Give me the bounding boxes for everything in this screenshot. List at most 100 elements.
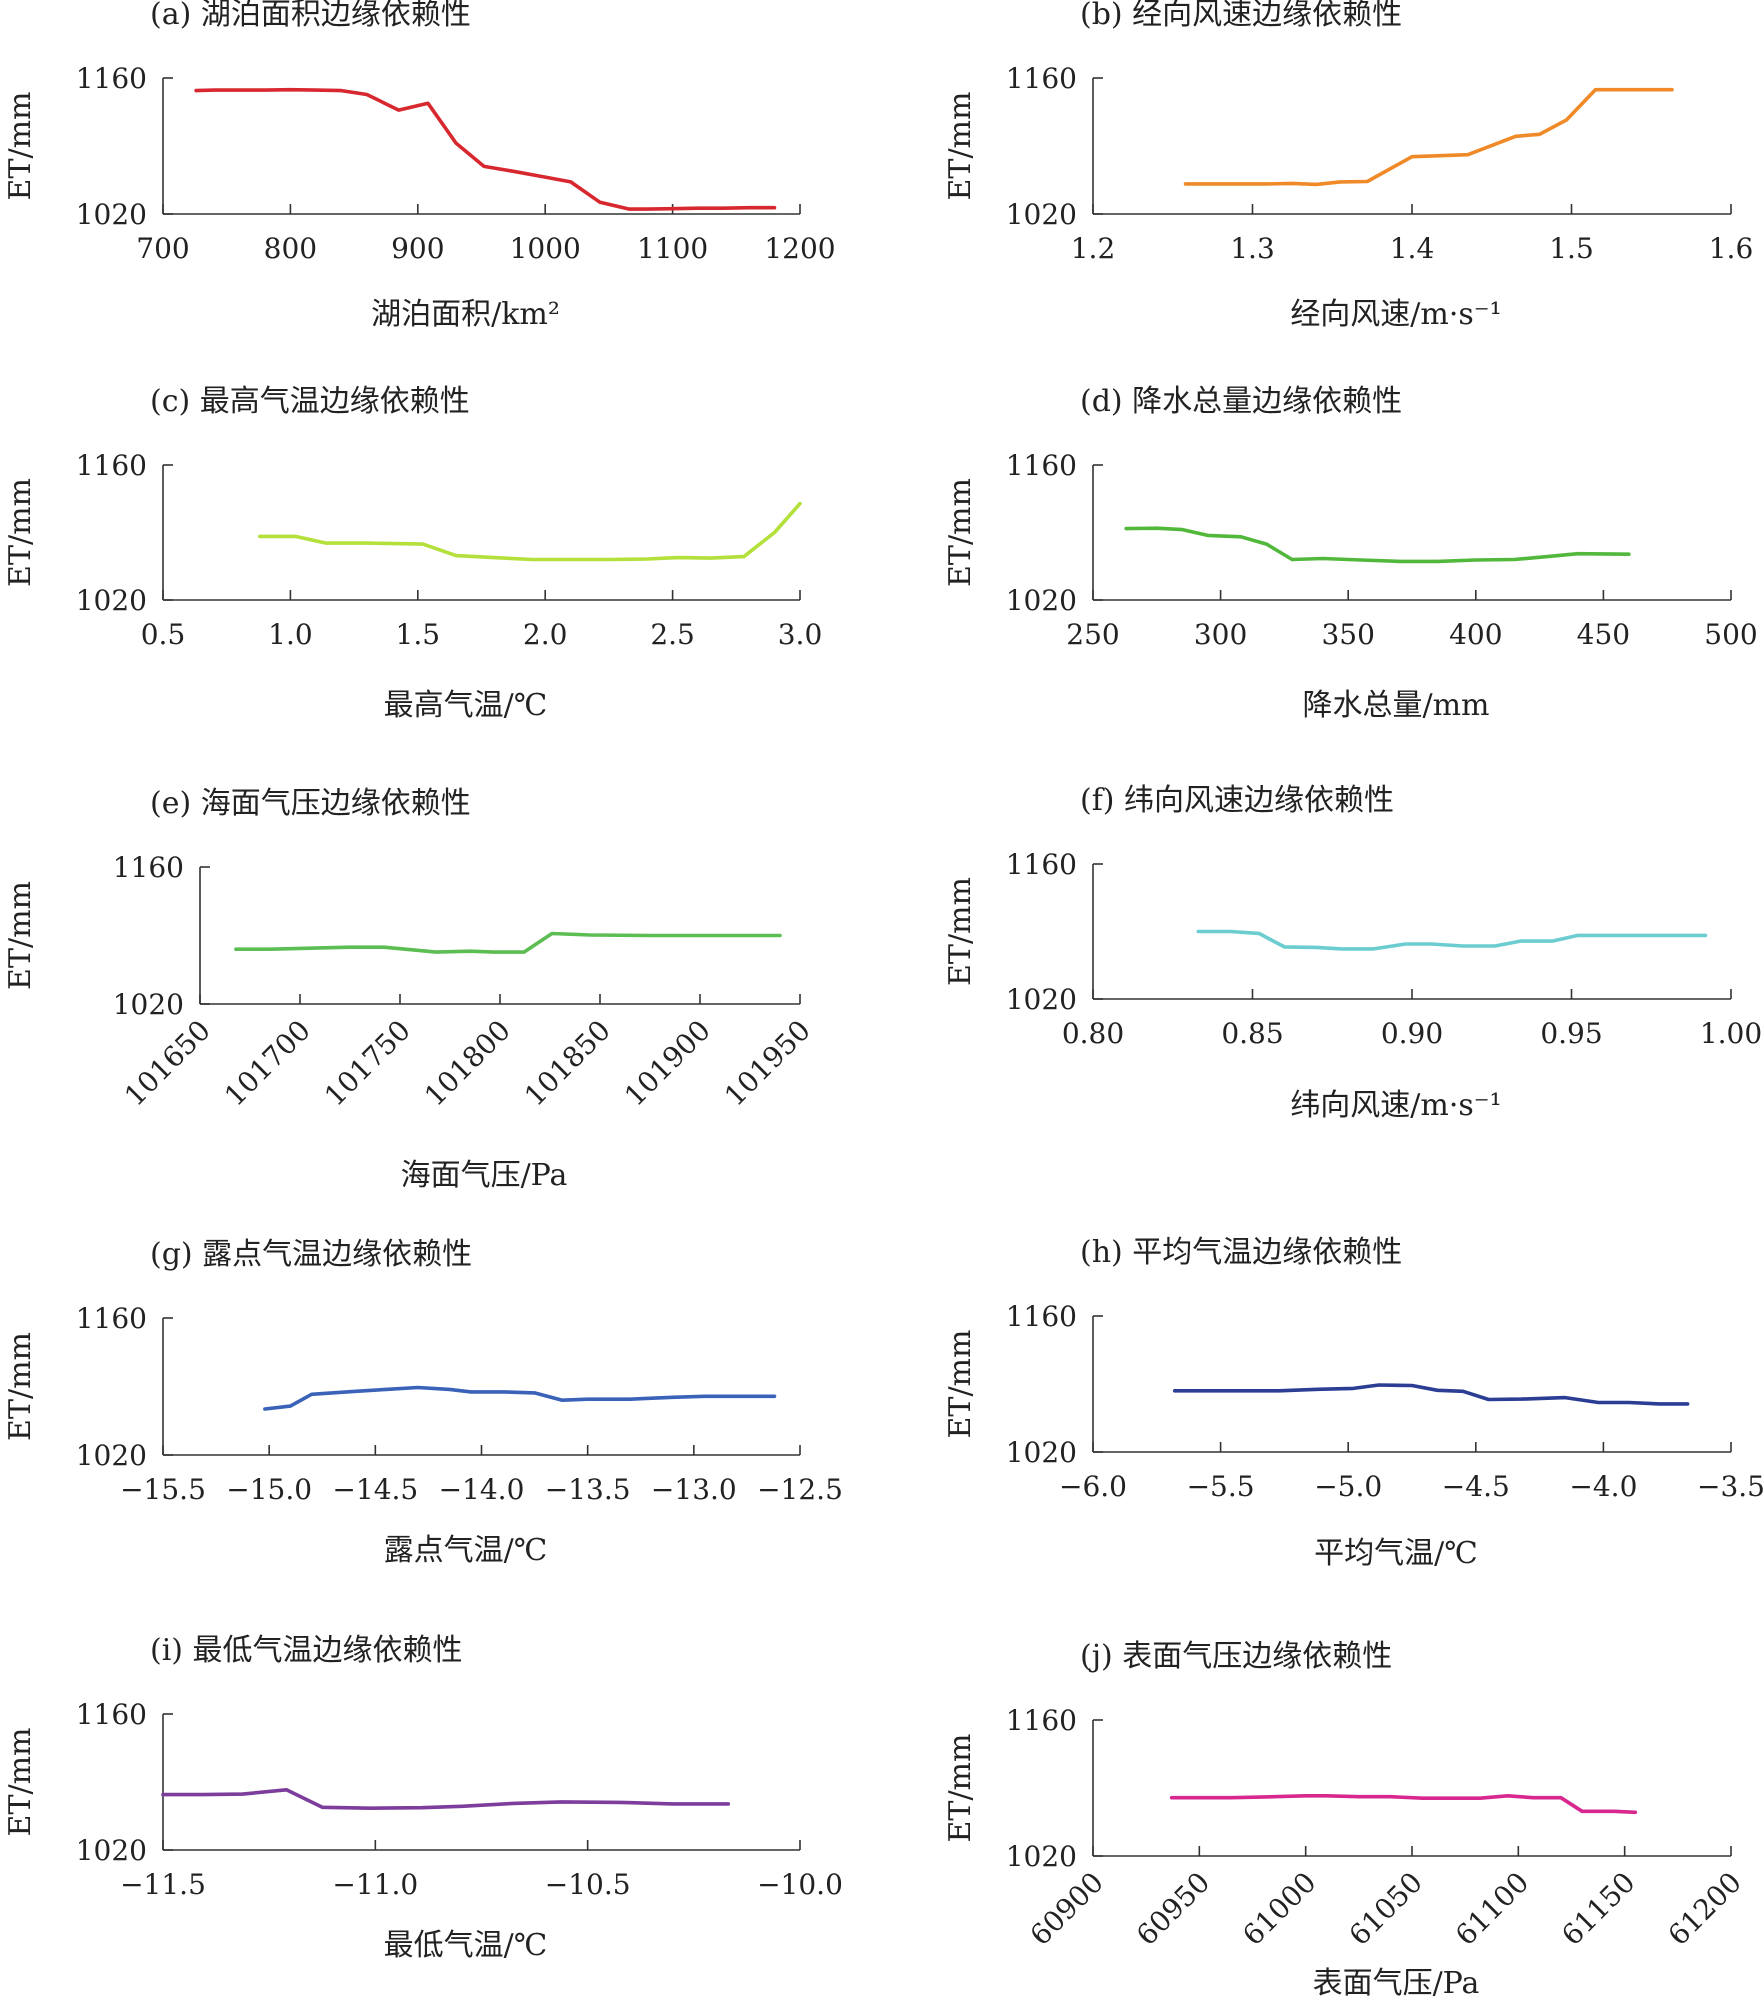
x-tick-label: 0.80 [1062, 1017, 1124, 1050]
panel-title: (c) 最高气温边缘依赖性 [150, 384, 470, 419]
panel-title: (j) 表面气压边缘依赖性 [1080, 1639, 1392, 1674]
series-line-e [234, 931, 782, 954]
panel-title: (b) 经向风速边缘依赖性 [1080, 0, 1402, 32]
panel-title: (e) 海面气压边缘依赖性 [150, 786, 471, 821]
panel-j: (j) 表面气压边缘依赖性 1020 1160 60900 60950 61000 6105… [943, 1639, 1748, 2001]
panel-title: (a) 湖泊面积边缘依赖性 [150, 0, 471, 32]
y-tick-label: 1020 [76, 1834, 147, 1867]
panel-d: (d) 降水总量边缘依赖性 1020 1160 250 300 350 400 450 500 降… [943, 384, 1758, 723]
x-tick-label: 1.3 [1230, 232, 1275, 265]
x-tick-label: 3.0 [778, 618, 823, 651]
panel-title: (h) 平均气温边缘依赖性 [1080, 1235, 1402, 1270]
panel-b: (b) 经向风速边缘依赖性 1020 1160 1.2 1.3 1.4 1.5 1.6 经向风速… [943, 0, 1753, 332]
y-axis-title: ET/mm [943, 92, 978, 201]
panel-c: (c) 最高气温边缘依赖性 1020 1160 0.5 1.0 1.5 2.0 2.5 3.0 最… [3, 384, 822, 723]
y-tick-label: 1020 [1006, 983, 1077, 1016]
series-line-a [194, 87, 777, 211]
x-axis-title: 湖泊面积/km² [371, 297, 560, 332]
x-tick-label: 61000 [1236, 1866, 1322, 1952]
series-line-i [161, 1788, 731, 1810]
x-tick-label: −14.5 [332, 1473, 418, 1506]
x-tick-label: 0.95 [1540, 1017, 1602, 1050]
y-axis-title: ET/mm [943, 478, 978, 587]
y-axis-title: ET/mm [3, 881, 38, 990]
y-tick-label: 1020 [1006, 198, 1077, 231]
y-tick-label: 1160 [1006, 62, 1077, 95]
x-tick-label: −5.5 [1187, 1470, 1255, 1503]
x-tick-label: 1.5 [396, 618, 441, 651]
panel-h: (h) 平均气温边缘依赖性 1020 1160 −6.0 −5.5 −5.0 −4.5 −4.… [943, 1235, 1763, 1571]
x-tick-label: 60950 [1130, 1866, 1216, 1952]
x-tick-label: −15.0 [226, 1473, 312, 1506]
y-tick-label: 1160 [1006, 848, 1077, 881]
y-axis-title: ET/mm [3, 1332, 38, 1441]
x-tick-label: 300 [1194, 618, 1247, 651]
x-tick-label: −13.5 [545, 1473, 631, 1506]
series-line-c [257, 501, 802, 562]
x-tick-label: −11.5 [120, 1868, 206, 1901]
x-axis-title: 纬向风速/m·s⁻¹ [1290, 1088, 1501, 1123]
x-tick-label: −13.0 [651, 1473, 737, 1506]
x-tick-label: 101650 [118, 1014, 217, 1113]
x-tick-label: 101900 [618, 1014, 717, 1113]
x-tick-label: −3.5 [1697, 1470, 1763, 1503]
x-tick-label: 1100 [637, 232, 708, 265]
x-tick-label: 0.5 [141, 618, 186, 651]
x-tick-label: 250 [1066, 618, 1119, 651]
y-tick-label: 1020 [76, 1439, 147, 1472]
x-tick-label: 101750 [318, 1014, 417, 1113]
x-tick-label: 101850 [518, 1014, 617, 1113]
x-tick-label: −4.5 [1442, 1470, 1510, 1503]
panel-title: (i) 最低气温边缘依赖性 [150, 1633, 463, 1668]
series-line-g [263, 1385, 777, 1411]
x-tick-label: 61100 [1449, 1866, 1535, 1952]
x-tick-label: 1.6 [1709, 232, 1754, 265]
x-tick-label: 500 [1704, 618, 1757, 651]
y-tick-label: 1020 [1006, 1436, 1077, 1469]
y-tick-label: 1020 [113, 988, 184, 1021]
x-tick-label: 101950 [718, 1014, 817, 1113]
y-axis-title: ET/mm [3, 478, 38, 587]
x-tick-label: 900 [391, 232, 444, 265]
x-axis-title: 最低气温/℃ [384, 1928, 548, 1963]
x-axis-title: 最高气温/℃ [384, 688, 548, 723]
x-tick-label: −12.5 [757, 1473, 843, 1506]
x-tick-label: 0.90 [1381, 1017, 1443, 1050]
y-tick-label: 1160 [76, 1698, 147, 1731]
x-tick-label: 1.0 [268, 618, 313, 651]
y-axis-title: ET/mm [3, 1728, 38, 1837]
y-tick-label: 1020 [76, 198, 147, 231]
y-axis-title: ET/mm [943, 1734, 978, 1843]
y-tick-label: 1020 [1006, 1840, 1077, 1873]
x-tick-label: −5.0 [1314, 1470, 1382, 1503]
x-axis-title: 经向风速/m·s⁻¹ [1290, 297, 1501, 332]
series-line-h [1172, 1383, 1690, 1406]
y-tick-label: 1160 [1006, 1704, 1077, 1737]
panel-i: (i) 最低气温边缘依赖性 1020 1160 −11.5 −11.0 −10.5 −10.… [3, 1633, 843, 1963]
x-tick-label: 1200 [764, 232, 835, 265]
x-tick-label: 1000 [510, 232, 581, 265]
y-tick-label: 1020 [1006, 584, 1077, 617]
x-tick-label: 61150 [1555, 1866, 1641, 1952]
x-tick-label: 1.4 [1390, 232, 1435, 265]
x-tick-label: 800 [264, 232, 317, 265]
panel-title: (g) 露点气温边缘依赖性 [150, 1237, 472, 1272]
x-tick-label: −14.0 [439, 1473, 525, 1506]
x-tick-label: −15.5 [120, 1473, 206, 1506]
y-tick-label: 1160 [113, 851, 184, 884]
y-axis-title: ET/mm [943, 1330, 978, 1439]
series-line-b [1183, 87, 1674, 187]
x-tick-label: 61050 [1343, 1866, 1429, 1952]
x-tick-label: −6.0 [1059, 1470, 1127, 1503]
x-tick-label: 101800 [418, 1014, 517, 1113]
x-tick-label: 2.5 [650, 618, 695, 651]
y-tick-label: 1160 [1006, 1300, 1077, 1333]
x-tick-label: 61200 [1662, 1866, 1748, 1952]
x-axis-title: 表面气压/Pa [1313, 1966, 1480, 2001]
x-axis-title: 降水总量/mm [1302, 688, 1489, 723]
x-axis-title: 平均气温/℃ [1314, 1536, 1478, 1571]
x-tick-label: −4.0 [1569, 1470, 1637, 1503]
x-tick-label: 1.5 [1549, 232, 1594, 265]
